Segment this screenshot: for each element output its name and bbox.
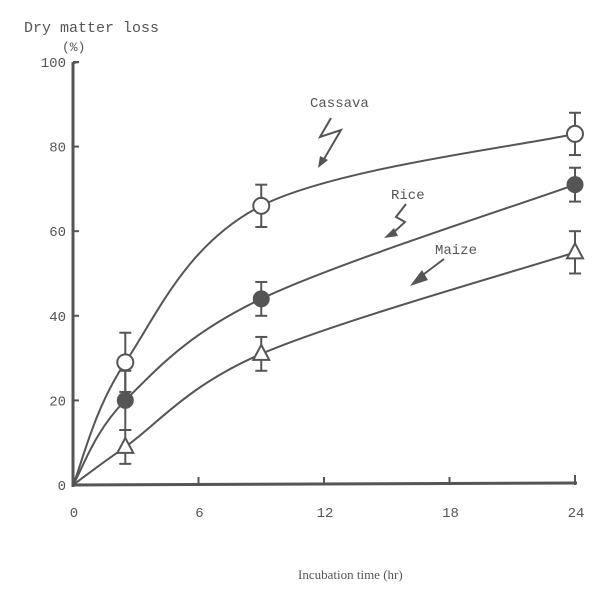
y-tick-label: 40 <box>49 310 66 326</box>
rice-arrow-icon <box>392 203 407 234</box>
y-tick-label: 60 <box>49 225 66 241</box>
series-line-cassava <box>72 132 576 486</box>
y-axis-label: Dry matter loss <box>24 20 160 37</box>
y-axis-unit: (%) <box>62 40 86 55</box>
y-tick-label: 0 <box>58 479 66 495</box>
filled-circle-marker <box>566 176 584 194</box>
x-axis-label: Incubation time (hr) <box>298 567 403 582</box>
triangle-marker <box>251 342 271 361</box>
data-series <box>72 111 585 486</box>
triangle-marker <box>115 435 135 454</box>
maize-arrow-icon <box>423 258 445 275</box>
axis-ticks: 0 20 40 60 80 100 0 6 12 18 24 <box>41 56 585 522</box>
y-tick-label: 20 <box>49 394 66 410</box>
x-tick-label: 18 <box>442 506 459 522</box>
series-annotations: Cassava Rice Maize <box>310 96 477 286</box>
x-tick-label: 24 <box>568 506 585 522</box>
filled-circle-marker <box>252 290 270 308</box>
maize-label: Maize <box>435 243 477 259</box>
open-circle-marker <box>566 124 584 143</box>
open-circle-marker <box>116 353 135 372</box>
open-circle-marker <box>252 196 271 215</box>
x-tick-label: 6 <box>195 506 203 522</box>
y-tick-label: 100 <box>41 56 66 72</box>
triangle-marker <box>565 241 585 260</box>
x-tick-label: 12 <box>317 506 334 522</box>
rice-label: Rice <box>391 188 425 204</box>
cassava-arrow-icon <box>317 117 344 160</box>
y-tick-label: 80 <box>49 141 66 157</box>
x-tick-label: 0 <box>70 506 78 522</box>
filled-circle-marker <box>116 391 134 409</box>
series-line-maize <box>72 251 576 486</box>
cassava-label: Cassava <box>310 96 369 112</box>
series-line-rice <box>72 183 576 486</box>
